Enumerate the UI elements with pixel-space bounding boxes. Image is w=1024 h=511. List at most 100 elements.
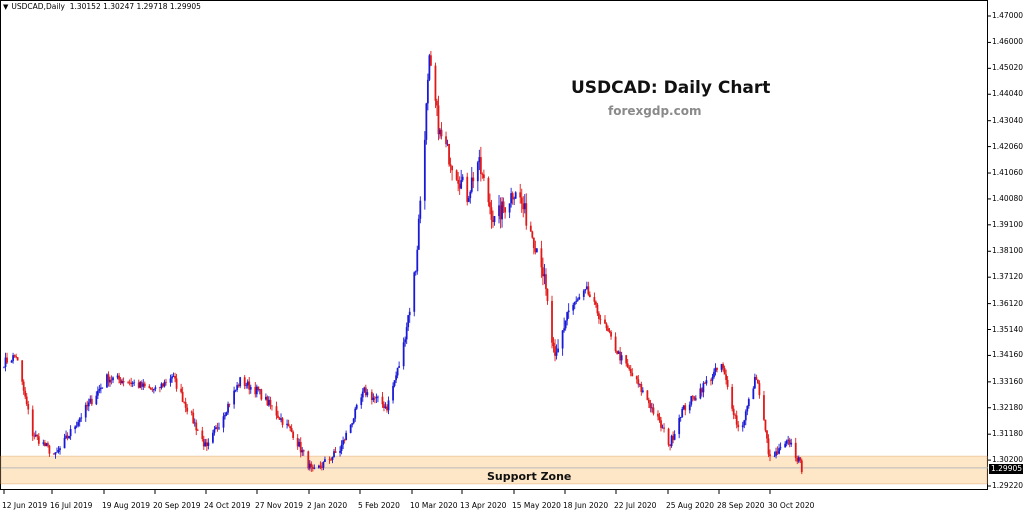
y-tick-label: 1.35140	[992, 324, 1024, 334]
candle-body	[545, 274, 547, 289]
candle-body	[287, 423, 290, 427]
candle-body	[324, 459, 326, 462]
candle-body	[222, 416, 225, 428]
candle-body	[734, 414, 737, 416]
candle-body	[566, 312, 569, 321]
candle-body	[693, 396, 696, 400]
candle-body	[80, 417, 83, 419]
candle-body	[540, 248, 543, 268]
candle-body	[779, 447, 782, 449]
y-tick-label: 1.41060	[992, 168, 1024, 178]
candle-body	[174, 375, 176, 379]
candle-body	[402, 342, 405, 367]
candle-body	[723, 368, 726, 375]
candle-body	[119, 379, 122, 384]
x-tick-label: 15 May 2020	[512, 501, 561, 510]
candle-body	[296, 437, 299, 447]
candle-body	[479, 157, 482, 174]
candle-body	[551, 300, 553, 343]
candle-body	[349, 424, 352, 433]
candle-body	[330, 459, 332, 461]
candle-body	[212, 432, 214, 443]
x-tick-label: 19 Aug 2019	[102, 501, 151, 510]
y-tick-label: 1.30200	[992, 455, 1024, 465]
candle-body	[531, 231, 534, 238]
candle-body	[393, 380, 396, 386]
candle-body	[437, 105, 440, 135]
candle-body	[472, 177, 475, 182]
candle-body	[249, 387, 252, 390]
candle-body	[567, 310, 570, 313]
candle-body	[460, 180, 463, 189]
candle-body	[234, 389, 237, 391]
candle-body	[763, 395, 765, 420]
candle-body	[363, 387, 366, 392]
candle-body	[4, 357, 7, 367]
candle-body	[481, 173, 484, 175]
candle-body	[370, 392, 373, 401]
candle-body	[269, 399, 272, 406]
candle-body	[68, 436, 70, 439]
candle-body	[286, 423, 288, 425]
candle-body	[184, 402, 187, 408]
y-tick-label: 1.40080	[992, 193, 1024, 203]
candle-body	[758, 383, 761, 396]
candle-body	[10, 360, 13, 363]
candle-body	[467, 198, 470, 202]
candle-body	[720, 364, 723, 370]
candle-body	[243, 377, 246, 386]
candle-body	[775, 451, 777, 456]
candle-body	[637, 379, 640, 385]
y-tick-label: 1.42060	[992, 141, 1024, 151]
candle-body	[196, 430, 199, 431]
candle-body	[522, 203, 525, 210]
candle-body	[607, 328, 609, 332]
candle-body	[646, 390, 649, 400]
candle-body	[445, 136, 447, 145]
candle-body	[334, 451, 337, 453]
candle-body	[201, 430, 204, 440]
candle-body	[162, 383, 164, 387]
candle-body	[478, 157, 481, 163]
candle-body	[27, 404, 30, 410]
candle-body	[271, 405, 273, 407]
candle-body	[430, 55, 432, 66]
candle-body	[139, 382, 142, 388]
candle-body	[236, 385, 239, 390]
candle-body	[12, 355, 14, 361]
candle-body	[130, 382, 133, 385]
candle-body	[99, 387, 102, 390]
candle-body	[499, 205, 502, 220]
candle-body	[593, 297, 596, 302]
candle-body	[343, 440, 346, 441]
candle-body	[649, 403, 652, 409]
candle-body	[767, 438, 770, 455]
dropdown-triangle-icon[interactable]: ▼	[3, 3, 9, 11]
candle-body	[451, 165, 453, 171]
candle-body	[785, 440, 788, 444]
candle-body	[511, 193, 514, 200]
y-tick-label: 1.44040	[992, 89, 1024, 99]
candle-body	[63, 437, 66, 449]
candle-body	[502, 201, 505, 208]
candle-body	[678, 417, 681, 435]
candle-body	[351, 423, 354, 425]
candle-body	[657, 413, 659, 417]
candle-body	[112, 377, 114, 381]
candle-body	[386, 406, 388, 411]
candle-body	[342, 440, 344, 445]
candle-body	[74, 426, 77, 430]
candle-body	[66, 435, 69, 439]
candle-body	[799, 457, 802, 461]
candle-body	[407, 315, 410, 328]
candle-body	[743, 420, 746, 426]
candle-body	[446, 143, 449, 145]
candle-body	[140, 382, 143, 387]
candle-body	[489, 202, 491, 208]
candle-body	[398, 366, 401, 368]
x-tick-label: 22 Jul 2020	[614, 501, 657, 510]
candle-body	[387, 400, 390, 411]
candle-body	[207, 442, 210, 446]
candle-body	[77, 422, 80, 426]
